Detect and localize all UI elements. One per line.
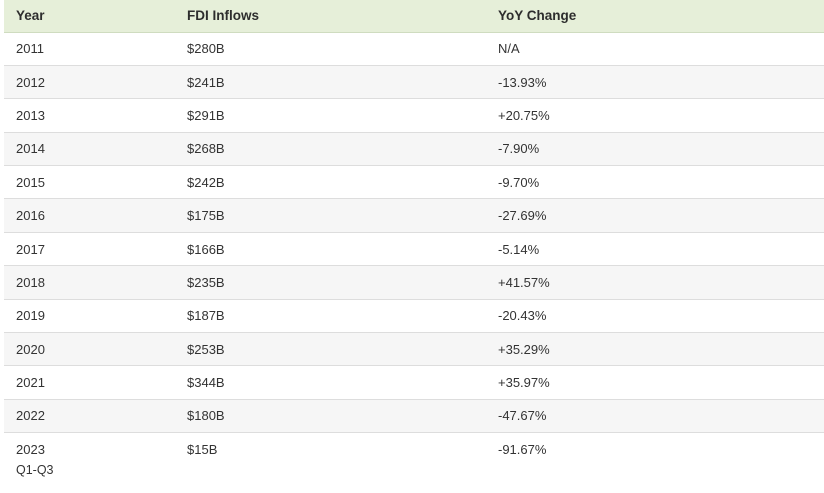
- table-row: 2018 $235B +41.57%: [4, 265, 824, 300]
- cell-year: 2016: [4, 198, 175, 233]
- cell-year: 2020: [4, 332, 175, 367]
- fdi-inflows-table: Year FDI Inflows YoY Change 2011 $280B N/A…: [4, 0, 824, 482]
- cell-yoy-change: +35.97%: [486, 365, 824, 400]
- year-value: 2022: [16, 408, 45, 424]
- cell-yoy-change: -7.90%: [486, 132, 824, 167]
- cell-yoy-change: +41.57%: [486, 265, 824, 300]
- cell-fdi-inflows: $291B: [175, 98, 486, 133]
- cell-yoy-change: +20.75%: [486, 98, 824, 133]
- table-header-row: Year FDI Inflows YoY Change: [4, 0, 824, 33]
- cell-year: 2015: [4, 165, 175, 200]
- cell-year: 2022: [4, 399, 175, 434]
- cell-fdi-inflows: $187B: [175, 299, 486, 334]
- year-value: 2012: [16, 74, 45, 90]
- cell-fdi-inflows: $344B: [175, 365, 486, 400]
- cell-fdi-inflows: $268B: [175, 132, 486, 167]
- column-header-year: Year: [4, 0, 175, 33]
- cell-year: 2012: [4, 65, 175, 100]
- cell-yoy-change: -5.14%: [486, 232, 824, 267]
- year-period-note: Q1-Q3: [16, 463, 54, 478]
- cell-yoy-change: -27.69%: [486, 198, 824, 233]
- cell-fdi-inflows: $253B: [175, 332, 486, 367]
- fdi-table-container: Year FDI Inflows YoY Change 2011 $280B N/A…: [4, 0, 824, 482]
- cell-year: 2013: [4, 98, 175, 133]
- year-value: 2017: [16, 241, 45, 257]
- cell-fdi-inflows: $166B: [175, 232, 486, 267]
- year-value: 2021: [16, 375, 45, 391]
- cell-fdi-inflows: $242B: [175, 165, 486, 200]
- cell-yoy-change: -13.93%: [486, 65, 824, 100]
- cell-year: 2018: [4, 265, 175, 300]
- table-row: 2014 $268B -7.90%: [4, 132, 824, 167]
- table-row: 2011 $280B N/A: [4, 32, 824, 66]
- year-value: 2015: [16, 174, 45, 190]
- table-row: 2021 $344B +35.97%: [4, 365, 824, 400]
- cell-year: 2023 Q1-Q3: [4, 433, 175, 483]
- table-body: 2011 $280B N/A 2012 $241B -13.93% 2013 $291B +20…: [4, 32, 824, 482]
- year-value: 2020: [16, 341, 45, 357]
- table-row: 2013 $291B +20.75%: [4, 98, 824, 133]
- cell-year: 2017: [4, 232, 175, 267]
- year-value: 2013: [16, 107, 45, 123]
- cell-fdi-inflows: $235B: [175, 265, 486, 300]
- table-row: 2016 $175B -27.69%: [4, 198, 824, 233]
- cell-fdi-inflows: $15B: [187, 442, 218, 458]
- cell-yoy-change: -47.67%: [486, 399, 824, 434]
- cell-fdi-inflows: $175B: [175, 198, 486, 233]
- year-value: 2014: [16, 141, 45, 157]
- cell-year: 2011: [4, 32, 175, 66]
- column-header-fdi-inflows: FDI Inflows: [175, 0, 486, 33]
- cell-yoy-change: N/A: [486, 32, 824, 66]
- year-value: 2023: [16, 442, 45, 458]
- cell-yoy-change: -20.43%: [486, 299, 824, 334]
- cell-year: 2021: [4, 365, 175, 400]
- year-value: 2011: [16, 41, 44, 57]
- year-value: 2019: [16, 308, 45, 324]
- table-row: 2015 $242B -9.70%: [4, 165, 824, 200]
- cell-yoy-change: -91.67%: [498, 442, 547, 458]
- table-row: 2023 Q1-Q3 $15B -91.67%: [4, 433, 824, 483]
- column-header-yoy-change: YoY Change: [486, 0, 824, 33]
- year-value: 2016: [16, 208, 45, 224]
- cell-yoy-change: +35.29%: [486, 332, 824, 367]
- cell-year: 2014: [4, 132, 175, 167]
- year-value: 2018: [16, 274, 45, 290]
- table-row: 2019 $187B -20.43%: [4, 299, 824, 334]
- cell-fdi-inflows: $280B: [175, 32, 486, 66]
- table-row: 2022 $180B -47.67%: [4, 399, 824, 434]
- cell-fdi-inflows: $180B: [175, 399, 486, 434]
- cell-yoy-change: -9.70%: [486, 165, 824, 200]
- table-row: 2012 $241B -13.93%: [4, 65, 824, 100]
- cell-fdi-inflows: $241B: [175, 65, 486, 100]
- table-row: 2017 $166B -5.14%: [4, 232, 824, 267]
- cell-year: 2019: [4, 299, 175, 334]
- table-row: 2020 $253B +35.29%: [4, 332, 824, 367]
